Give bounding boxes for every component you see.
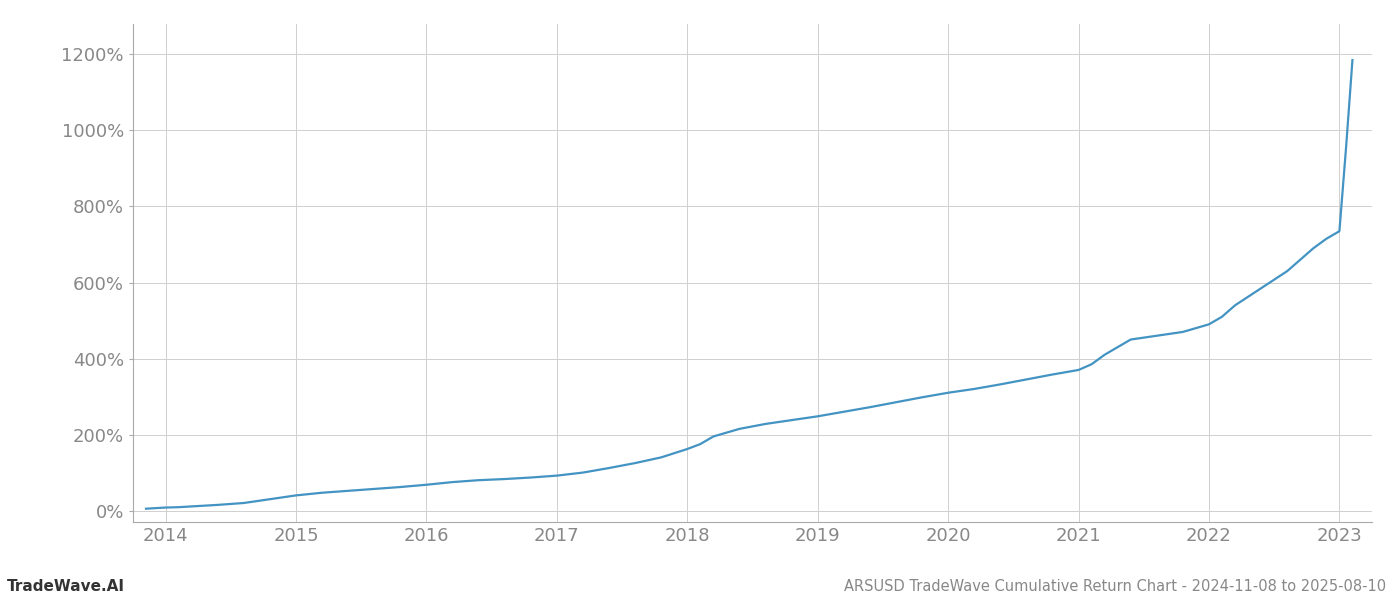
Text: ARSUSD TradeWave Cumulative Return Chart - 2024-11-08 to 2025-08-10: ARSUSD TradeWave Cumulative Return Chart…	[844, 579, 1386, 594]
Text: TradeWave.AI: TradeWave.AI	[7, 579, 125, 594]
